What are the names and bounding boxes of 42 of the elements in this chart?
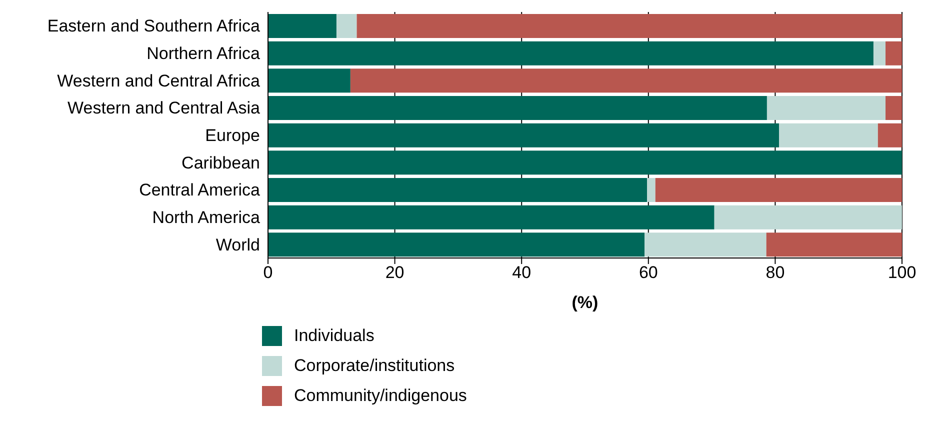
x-tick-label: 40	[512, 263, 532, 282]
bar	[268, 178, 648, 202]
bar	[268, 123, 780, 148]
bar	[647, 178, 656, 202]
legend-label: Community/indigenous	[294, 386, 467, 406]
bar	[336, 14, 357, 38]
y-tick-label: Eastern and Southern Africa	[47, 16, 261, 36]
bar	[268, 41, 874, 66]
bar	[268, 96, 767, 120]
bar	[356, 14, 902, 38]
bar	[886, 41, 902, 66]
y-tick-label: North America	[152, 208, 261, 228]
bar	[268, 205, 714, 230]
y-tick-label: Europe	[205, 126, 260, 146]
x-axis-title: (%)	[572, 293, 598, 312]
bar	[268, 68, 350, 93]
bar	[268, 150, 902, 175]
x-tick-label: 60	[638, 263, 658, 282]
y-tick-label: Northern Africa	[146, 44, 261, 64]
bar	[350, 68, 902, 93]
y-tick-label: World	[216, 235, 260, 254]
bar	[766, 232, 902, 257]
bar	[644, 232, 766, 257]
bar	[655, 178, 902, 202]
bar	[714, 205, 902, 230]
x-tick-label: 0	[263, 263, 273, 282]
legend-label: Corporate/institutions	[294, 356, 455, 376]
x-tick-label: 80	[766, 263, 785, 282]
y-tick-label: Caribbean	[182, 153, 260, 172]
bar	[268, 14, 336, 38]
bar	[886, 96, 902, 120]
y-tick-label: Central America	[139, 180, 261, 200]
bar	[873, 41, 886, 66]
bar	[779, 123, 878, 148]
bar	[878, 123, 902, 148]
bar	[766, 96, 886, 120]
y-tick-label: Western and Central Asia	[68, 98, 261, 118]
legend-label: Individuals	[294, 326, 374, 346]
x-tick-label: 100	[888, 263, 916, 282]
y-tick-label: Western and Central Africa	[57, 71, 261, 90]
bar	[268, 232, 645, 257]
x-tick-label: 20	[385, 263, 404, 282]
